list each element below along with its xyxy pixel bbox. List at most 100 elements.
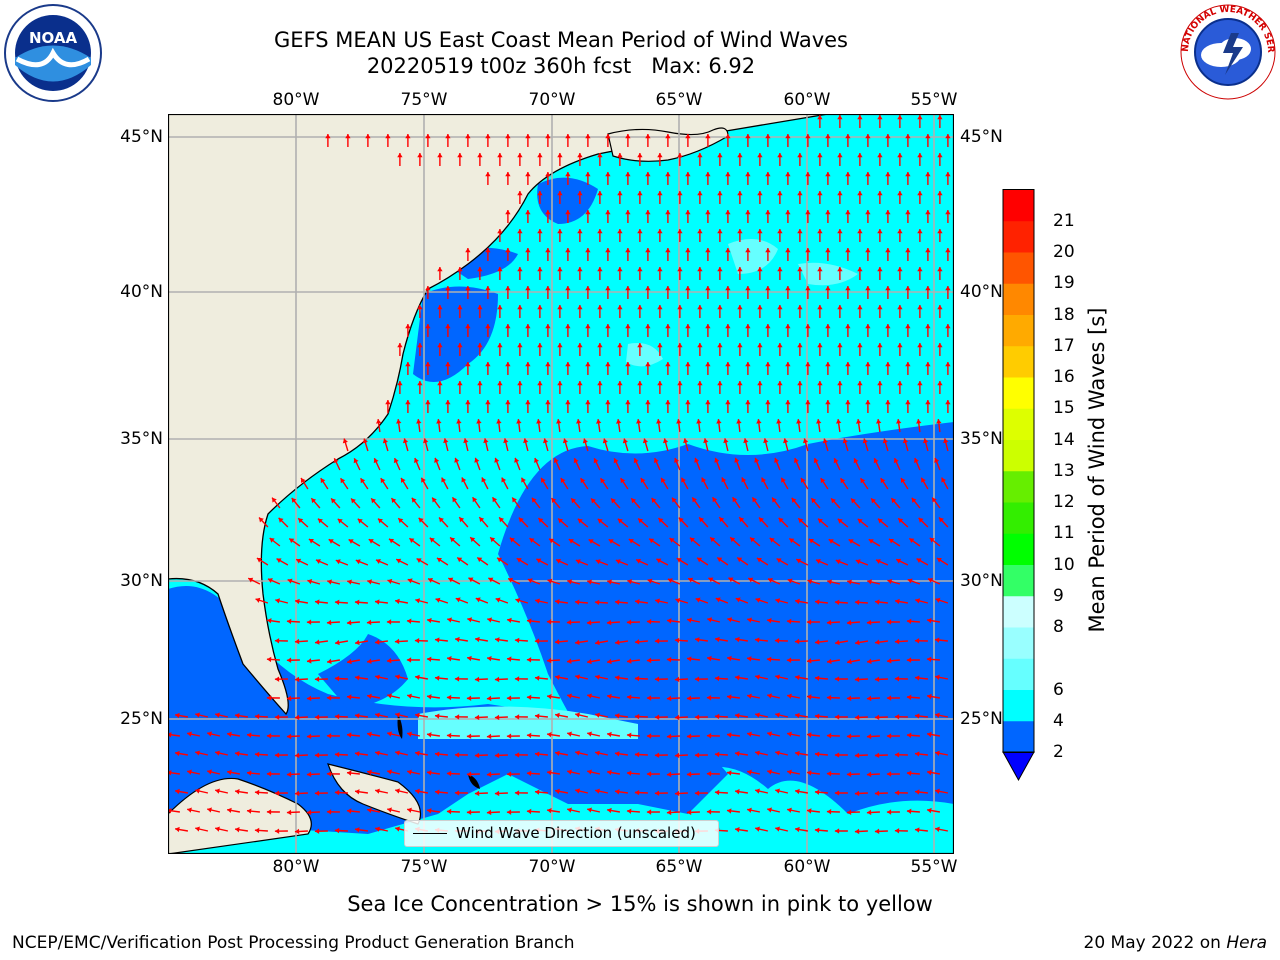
wave-direction-arrowhead	[387, 731, 392, 737]
wave-direction-arrowhead	[877, 153, 883, 158]
wave-direction-arrowhead	[767, 618, 772, 624]
wave-direction-arrowhead	[575, 750, 580, 756]
wave-direction-arrowhead	[415, 598, 421, 604]
wave-direction-arrowhead	[665, 172, 671, 177]
wave-direction-arrowhead	[793, 458, 799, 463]
wave-direction-arrowhead	[557, 343, 563, 348]
wave-direction-arrowhead	[817, 518, 823, 524]
wave-direction-arrowhead	[255, 597, 261, 603]
wave-direction-arrowhead	[935, 826, 940, 832]
wave-direction-arrowhead	[897, 191, 903, 196]
wave-direction-arrowhead	[765, 134, 771, 139]
wave-direction-arrowhead	[567, 658, 572, 664]
wave-direction-arrowhead	[705, 362, 711, 367]
wave-direction-arrowhead	[437, 343, 443, 348]
wave-direction-arrowhead	[834, 752, 840, 758]
wave-direction-arrowhead	[248, 577, 254, 583]
wave-direction-arrowhead	[274, 828, 280, 834]
wave-direction-arrowhead	[741, 477, 747, 483]
wave-direction-arrowhead	[347, 579, 352, 585]
wave-direction-arrowhead	[505, 248, 511, 253]
wave-direction-arrowhead	[697, 343, 703, 348]
wave-direction-arrowhead	[847, 658, 852, 665]
wave-direction-arrowhead	[617, 343, 623, 348]
wave-direction-arrowhead	[757, 153, 763, 158]
wave-direction-arrowhead	[937, 343, 943, 348]
wave-direction-arrowhead	[585, 324, 591, 329]
lon-label-bottom: 65°W	[655, 857, 703, 877]
wave-direction-arrowhead	[626, 619, 632, 625]
wave-direction-arrowhead	[637, 305, 643, 310]
wave-direction-arrowhead	[927, 807, 932, 814]
wave-direction-arrowhead	[434, 457, 440, 463]
wave-direction-arrowhead	[676, 558, 682, 563]
lon-label-top: 80°W	[272, 90, 320, 110]
wave-direction-arrowhead	[274, 752, 280, 758]
wave-direction-arrowhead	[769, 537, 775, 543]
wave-direction-arrowhead	[374, 599, 380, 605]
wave-direction-arrowhead	[855, 559, 861, 565]
wave-direction-arrowhead	[314, 828, 320, 834]
wave-direction-arrowhead	[395, 712, 400, 718]
wave-direction-arrowhead	[615, 639, 620, 645]
wave-direction-arrowhead	[826, 733, 832, 739]
wave-direction-arrowhead	[945, 362, 951, 367]
wave-direction-arrowhead	[835, 559, 841, 565]
wave-direction-arrowhead	[366, 619, 372, 626]
wave-direction-arrowhead	[497, 229, 503, 234]
wave-direction-arrowhead	[307, 579, 313, 585]
wave-direction-arrowhead	[665, 400, 671, 405]
colorbar-band	[1003, 345, 1034, 378]
footer-branch: NCEP/EMC/Verification Post Processing Pr…	[12, 933, 575, 953]
wave-direction-arrowhead	[759, 517, 764, 523]
wave-direction-arrowhead	[415, 674, 420, 681]
wave-direction-arrowhead	[937, 229, 943, 234]
wave-direction-arrowhead	[777, 153, 783, 158]
wave-direction-arrowhead	[677, 153, 683, 158]
wave-direction-arrowhead	[886, 809, 892, 815]
wave-direction-arrowhead	[597, 343, 603, 348]
wave-direction-arrowhead	[595, 750, 600, 756]
wave-direction-arrowhead	[917, 115, 923, 120]
wave-direction-arrowhead	[677, 381, 683, 386]
wave-direction-arrowhead	[927, 769, 932, 776]
wave-direction-arrowhead	[441, 477, 447, 483]
wave-direction-arrowhead	[585, 362, 591, 367]
wave-direction-arrowhead	[797, 305, 803, 310]
wave-direction-arrowhead	[726, 732, 732, 738]
wave-direction-arrowhead	[477, 557, 483, 563]
wave-direction-arrowhead	[806, 658, 812, 664]
wave-direction-arrowhead	[386, 619, 392, 625]
wave-direction-arrowhead	[497, 305, 503, 310]
wave-direction-arrowhead	[937, 267, 943, 272]
wave-direction-arrowhead	[874, 828, 880, 835]
wave-direction-arrowhead	[311, 498, 317, 504]
wave-direction-arrowhead	[306, 733, 312, 740]
wave-direction-arrowhead	[857, 153, 863, 158]
wave-direction-arrowhead	[897, 267, 903, 272]
wave-direction-arrowhead	[215, 750, 220, 756]
wave-direction-arrowhead	[314, 676, 320, 682]
wave-direction-arrowhead	[837, 381, 843, 386]
wave-direction-arrowhead	[775, 674, 780, 680]
wave-direction-arrowhead	[387, 807, 392, 813]
wave-direction-arrowhead	[917, 343, 923, 348]
colorbar-tick-label: 19	[1053, 273, 1075, 294]
lon-label-top: 75°W	[400, 90, 448, 110]
wave-direction-arrowhead	[306, 619, 312, 625]
wave-direction-arrowhead	[705, 400, 711, 405]
wave-direction-arrowhead	[666, 618, 672, 624]
wave-direction-arrowhead	[397, 343, 403, 348]
wave-direction-arrowhead	[525, 362, 531, 367]
wave-direction-arrowhead	[905, 286, 911, 291]
wave-direction-arrowhead	[353, 458, 359, 464]
wave-direction-arrowhead	[595, 674, 600, 680]
wave-direction-arrowhead	[326, 771, 332, 777]
wave-direction-arrowhead	[235, 751, 240, 757]
wave-direction-arrowhead	[917, 191, 923, 196]
wave-direction-arrowhead	[755, 788, 760, 794]
wave-direction-arrowhead	[626, 658, 632, 664]
wave-direction-arrowhead	[885, 134, 891, 139]
wave-direction-arrowhead	[777, 305, 783, 310]
wave-direction-arrowhead	[765, 286, 771, 291]
